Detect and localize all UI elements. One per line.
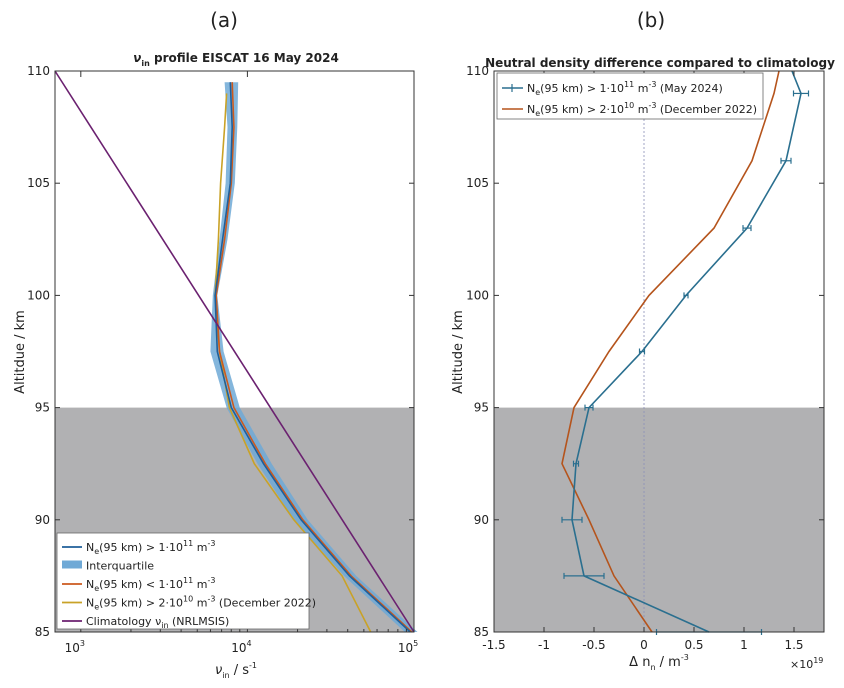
panel-label-b: (b) xyxy=(637,8,665,32)
panel-a-legend-label: Interquartile xyxy=(86,560,154,573)
panel-b-x-multiplier-exp: 19 xyxy=(813,656,823,665)
panel-b-ytick-label: 110 xyxy=(466,64,489,78)
panel-b-legend-label: Ne(95 km) > 2·1010 m-3 (December 2022) xyxy=(527,101,757,118)
panel-b-errorbar xyxy=(780,157,792,164)
panel-a-legend-label: Ne(95 km) > 2·1010 m-3 (December 2022) xyxy=(86,595,316,612)
panel-b-xtick-label: -1.5 xyxy=(482,638,505,652)
panel-b-xtick-label: 0.5 xyxy=(684,638,703,652)
panel-a-series-line-blue xyxy=(214,82,411,633)
panel-b-ytick-label: 85 xyxy=(474,625,489,639)
panel-a-xtick-label: 103 xyxy=(65,639,85,655)
panel-b-series-line-orange xyxy=(561,70,780,633)
panel-a-ytick-label: 100 xyxy=(27,288,50,302)
panel-a-xtick-label: 104 xyxy=(231,639,251,655)
panel-label-a: (a) xyxy=(210,8,238,32)
panel-a-ytick-label: 95 xyxy=(35,401,50,415)
panel-b-legend-box xyxy=(496,72,764,120)
panel-a-legend-swatch xyxy=(62,560,82,569)
panel-a-ytick-label: 110 xyxy=(27,64,50,78)
panel-a-xlabel: νin / s-1 xyxy=(215,661,257,680)
panel-b-xlabel-exp: -3 xyxy=(681,653,689,662)
panel-a-legend: Ne(95 km) > 1·1011 m-3 Interquartile Ne(95… xyxy=(56,532,316,630)
panel-a-series-line-purple xyxy=(54,70,415,633)
panel-a-xlabel-symbol: ν xyxy=(215,663,222,678)
panel-a-title-sub: in xyxy=(141,59,150,68)
panel-b-xlabel-sub: n xyxy=(650,663,655,672)
panel-a-title-rest: profile EISCAT 16 May 2024 xyxy=(150,51,339,65)
panel-b-xtick-label: -0.5 xyxy=(582,638,605,652)
panel-b-x-multiplier-base: ×10 xyxy=(790,658,813,671)
panel-b-shaded-region xyxy=(494,407,824,632)
panel-a-ytick-label: 105 xyxy=(27,176,50,190)
panel-b-xtick-label: -1 xyxy=(538,638,550,652)
panel-b-axes-frame xyxy=(493,70,825,633)
panel-b-xlabel-rest: / m xyxy=(656,655,681,670)
panel-b-errorbar xyxy=(792,90,810,97)
panel-a-xtick-label: 105 xyxy=(398,639,418,655)
svg-text:νin profile EISCAT 16 May 2024: νin profile EISCAT 16 May 2024 xyxy=(133,51,339,68)
panel-a-xlabel-sub: in xyxy=(222,671,229,680)
panel-a-ylabel: Altitdue / km xyxy=(13,310,28,394)
panel-a-title: νin profile EISCAT 16 May 2024 xyxy=(133,51,339,68)
panel-b-xlabel: Δ nn / m-3 xyxy=(629,653,689,672)
panel-b-ytick-label: 90 xyxy=(474,513,489,527)
panel-b-ytick-label: 95 xyxy=(474,401,489,415)
panel-b-legend: Ne(95 km) > 1·1011 m-3 (May 2024) Ne(95 k… xyxy=(496,72,764,120)
panel-b-ylabel: Altitude / km xyxy=(451,310,466,394)
panel-a-xlabel-exp: -1 xyxy=(249,661,257,670)
panel-b-chart: 85 90 95 100 105 110 -1.5 -1 -0.5 0 0.5 1 1.5 Neutr… xyxy=(451,56,835,672)
panel-b-errorbar xyxy=(561,516,583,523)
panel-a-legend-box xyxy=(56,532,310,630)
panel-b-errorbar xyxy=(584,404,594,411)
panel-a-legend-label: Ne(95 km) > 1·1011 m-3 xyxy=(86,539,215,556)
panel-b-errorbar xyxy=(742,225,752,232)
panel-b-title: Neutral density difference compared to c… xyxy=(485,56,835,70)
panel-b-xlabel-pre: Δ n xyxy=(629,655,650,670)
panel-b-xtick-label: 1 xyxy=(740,638,748,652)
panel-a-title-symbol: ν xyxy=(133,51,141,65)
panel-b-x-multiplier: ×1019 xyxy=(790,656,823,671)
panel-a-series-line-orange xyxy=(215,82,413,633)
panel-a-xlabel-rest: / s xyxy=(230,663,250,678)
panel-a-ytick-label: 85 xyxy=(35,625,50,639)
panel-a-axes-frame xyxy=(54,70,415,633)
panel-b-xtick-label: 1.5 xyxy=(784,638,803,652)
panel-b-errorbar xyxy=(572,460,580,467)
panel-b-errorbar xyxy=(638,348,646,355)
panel-b-ytick-label: 105 xyxy=(466,176,489,190)
panel-b-errorbar xyxy=(563,572,605,579)
panel-b-legend-label: Ne(95 km) > 1·1011 m-3 (May 2024) xyxy=(527,80,723,97)
panel-b-ytick-label: 100 xyxy=(466,288,489,302)
panel-b-xtick-label: 0 xyxy=(640,638,648,652)
panel-a-ytick-label: 90 xyxy=(35,513,50,527)
panel-a-legend-label: Ne(95 km) < 1·1011 m-3 xyxy=(86,576,215,593)
panel-a-legend-label: Climatology νin (NRLMSIS) xyxy=(86,615,229,630)
panel-b-errorbar xyxy=(683,292,689,299)
